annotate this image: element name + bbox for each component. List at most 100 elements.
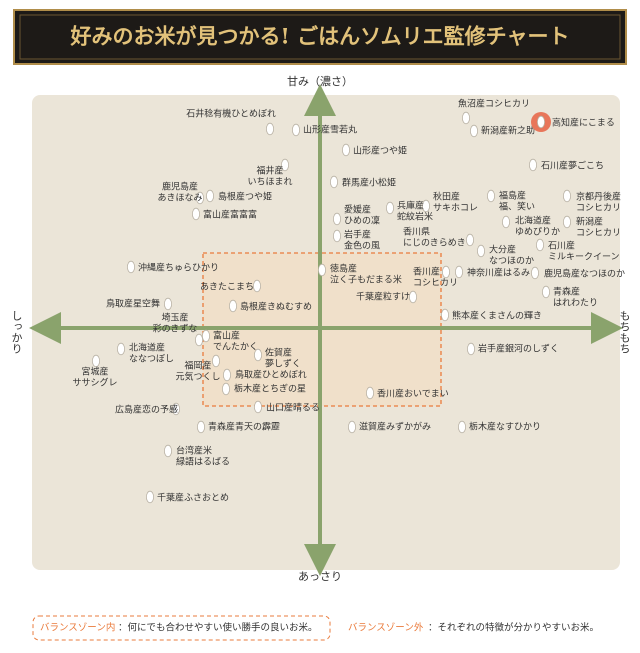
rice-icon [476,244,485,258]
node-label: 夢しずく [265,358,301,370]
node-label: 香川県 [403,227,430,238]
rice-icon [332,229,341,243]
rice-icon [529,158,538,172]
node-label: 広島産恋の予感 [115,404,178,416]
rice-icon [211,354,220,368]
node-label: 鹿児島産なつほのか [544,268,625,280]
node-label: 山形産つや姫 [353,145,407,157]
node-label: はれわたり [553,298,598,309]
rice-icon [196,420,205,434]
rice-icon [457,420,466,434]
rice-icon [317,263,326,277]
rice-icon [440,308,449,322]
rice-icon [531,266,540,280]
node-label: ゆめぴりか [515,227,560,238]
node-label: 彩のきずな [153,324,198,335]
node-label: コシヒカリ [413,278,458,289]
node-label: コシヒカリ [576,203,621,214]
node-label: あきほなみ [157,193,202,204]
node-label: 香川産おいでまい [377,388,449,400]
node-label: 蛇紋岩米 [397,211,433,223]
title-frame [19,14,621,60]
node-label: 香川産 [413,266,440,278]
node-label: 高知産にこまる [552,117,615,129]
axis-label-left: しっかり [10,310,23,354]
node-label: 青森産青天の霹靂 [208,421,280,433]
rice-icon [486,189,495,203]
rice-icon [253,348,262,362]
node-label: 滋賀産みずかがみ [359,421,431,433]
rice-icon [195,191,204,205]
node-label: 北海道産 [129,342,165,354]
node-label: 金色の風 [344,240,380,252]
node-label: 愛媛産 [344,204,371,216]
rice-icon [329,175,338,189]
node-label: コシヒカリ [576,228,621,239]
rice-icon [127,260,136,274]
rice-icon [163,297,172,311]
rice-icon [542,285,551,299]
node-label: 京都丹後産 [576,191,621,203]
node-label: 石井稔有機ひとめぼれ [186,108,276,120]
node-label: 元気つくし [175,371,220,383]
node-label: 富山産 [213,330,240,342]
node-label: あきたこまち [200,282,254,293]
legend-inside-box [32,615,331,641]
node-label: 神奈川産はるみ [467,267,530,279]
rice-icon [253,400,262,414]
rice-icon [205,189,214,203]
node-label: 島根産つや姫 [218,191,272,203]
node-label: なつほのか [489,256,534,267]
rice-icon [341,143,350,157]
rice-icon [347,420,356,434]
node-label: 鳥取産星空舞 [106,298,160,310]
rice-icon [385,201,394,215]
rice-icon [454,265,463,279]
rice-icon [469,124,478,138]
node-label: 沖縄産ちゅらひかり [138,262,219,274]
node-label: 北海道産 [515,215,551,227]
rice-icon [563,189,572,203]
rice-icon [465,233,474,247]
rice-icon [194,333,203,347]
rice-icon [252,279,261,293]
title-banner [13,9,627,65]
node-label: 徳島産 [330,263,357,275]
axis-label-right: もちもち [618,310,631,354]
node-label: 千葉産粒すけ [356,291,410,303]
node-label: 泣く子もだまる米 [330,274,402,286]
node-label: 山形産雪若丸 [303,124,357,136]
axis-label-bottom: あっさり [298,570,342,583]
node-label: 青森産 [553,286,580,298]
rice-icon [408,290,417,304]
rice-icon [191,207,200,221]
node-label: 魚沼産コシヒカリ [458,98,530,110]
legend-outside-text: ：それぞれの特徴が分かりやすいお米。 [428,622,599,634]
rice-icon [92,354,101,368]
rice-icon [201,329,210,343]
rice-icon [536,238,545,252]
title: 好みのお米が見つかる! ごはんソムリエ監修チャート [70,24,570,49]
node-label: 栃木産なすひかり [469,421,541,433]
rice-icon [291,123,300,137]
node-label: 兵庫産 [397,200,424,212]
node-label: 福島産 [499,190,526,202]
rice-icon [145,490,154,504]
rice-icon [563,215,572,229]
rice-icon [332,212,341,226]
rice-icon [265,122,274,136]
node-label: 埼玉産 [161,312,188,324]
node-label: 栃木産とちぎの星 [234,383,306,395]
node-label: 新潟産新之助 [481,125,535,137]
node-label: 福岡産 [184,360,211,372]
node-label: 台湾産米 [176,445,212,457]
node-label: ミルキークイーン [548,252,620,263]
node-label: ななつぼし [129,354,174,365]
rice-icon [163,444,172,458]
node-label: 富山産富富富 [203,209,257,221]
node-label: にじのきらめき [403,238,466,249]
legend-inside-label: バランスゾーン内 [40,622,115,634]
legend-inside-text: ：何にでも合わせやすい使い勝手の良いお米。 [118,622,318,634]
